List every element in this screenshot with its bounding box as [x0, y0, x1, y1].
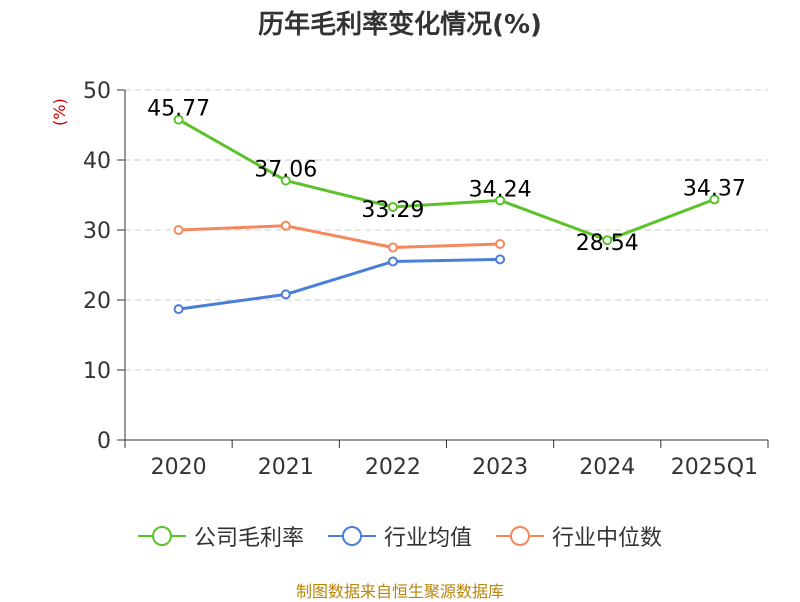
data-label-1: 37.06	[254, 158, 317, 183]
series-line-2	[178, 224, 501, 249]
data-point-1-3	[495, 254, 506, 265]
data-point-0-4	[602, 235, 613, 246]
legend-item-industry-mean[interactable]: 行业均值	[327, 520, 472, 552]
data-point-0-3	[495, 195, 506, 206]
legend-swatch-circle	[151, 526, 172, 546]
x-tick-label-5: 2025Q1	[671, 455, 758, 480]
data-label-2: 33.29	[361, 198, 424, 223]
legend: 公司毛利率 行业均值 行业中位数	[0, 520, 800, 552]
legend-label-industry-median: 行业中位数	[552, 526, 663, 551]
y-tick-label-3: 30	[83, 219, 111, 244]
y-tick-label-2: 20	[83, 289, 111, 314]
x-tick-label-1: 2021	[258, 455, 314, 480]
legend-item-company[interactable]: 公司毛利率	[137, 520, 304, 552]
chart-title: 历年毛利率变化情况(%)	[258, 10, 542, 40]
legend-swatch-industry-mean-icon	[327, 526, 376, 546]
data-point-0-5	[709, 194, 720, 205]
series-line-0	[177, 118, 715, 242]
data-point-2-3	[495, 239, 506, 249]
legend-swatch-company-icon	[137, 526, 186, 546]
x-tick-label-2: 2022	[365, 455, 421, 480]
legend-swatch-industry-median-icon	[496, 526, 544, 546]
data-source-note: 制图数据来自恒生聚源数据库	[295, 582, 504, 601]
data-point-0-0	[173, 114, 184, 125]
data-point-2-0	[173, 225, 184, 235]
legend-swatch-circle	[341, 526, 362, 546]
legend-item-industry-median[interactable]: 行业中位数	[496, 520, 662, 552]
y-tick-label-1: 10	[83, 359, 111, 384]
x-tick-label-4: 2024	[579, 455, 635, 480]
x-tick-label-3: 2023	[472, 455, 528, 480]
legend-label-company: 公司毛利率	[193, 526, 304, 551]
series-line-1	[178, 257, 501, 311]
data-point-1-2	[387, 256, 398, 267]
data-point-0-1	[280, 175, 291, 186]
data-label-5: 34.37	[683, 176, 746, 201]
data-label-0: 45.77	[147, 97, 210, 122]
x-tick-label-0: 2020	[151, 455, 207, 480]
legend-swatch-circle	[510, 526, 530, 546]
data-label-4: 28.54	[576, 231, 639, 256]
legend-label-industry-mean: 行业均值	[383, 526, 472, 551]
data-point-1-1	[280, 289, 291, 300]
data-point-2-1	[280, 220, 291, 231]
data-point-2-2	[387, 242, 398, 253]
data-point-0-2	[387, 201, 398, 212]
y-tick-label-5: 50	[83, 79, 111, 104]
y-tick-label-4: 40	[83, 149, 111, 174]
y-tick-label-0: 0	[97, 429, 111, 454]
data-point-1-0	[173, 304, 184, 315]
data-label-3: 34.24	[469, 177, 532, 202]
